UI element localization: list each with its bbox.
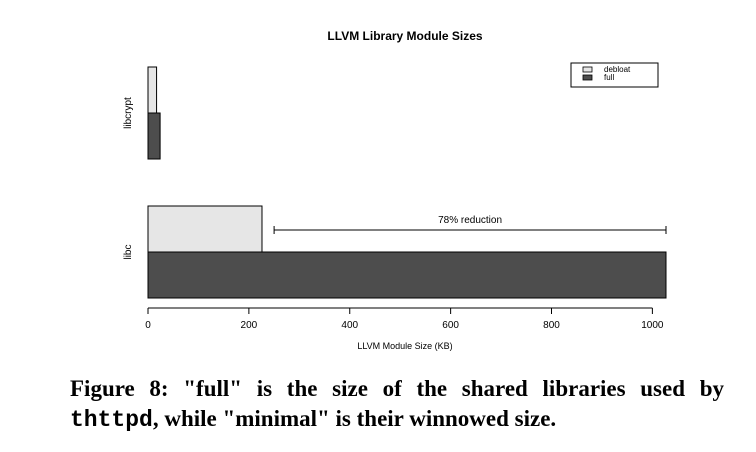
- x-tick-label-200: 200: [241, 320, 258, 331]
- x-axis-label: LLVM Module Size (KB): [357, 341, 452, 351]
- bars: [147, 66, 667, 299]
- x-tick-label-0: 0: [145, 320, 151, 331]
- x-tick-label-600: 600: [442, 320, 459, 331]
- category-labels: libc libcrypt: [123, 97, 134, 260]
- chart-title: LLVM Library Module Sizes: [327, 29, 482, 43]
- caption-code: thttpd: [70, 407, 153, 433]
- legend-label-full: full: [604, 73, 614, 82]
- annotation-label: 78% reduction: [438, 215, 502, 226]
- x-tick-label-1000: 1000: [641, 320, 664, 331]
- bar-libcrypt-debloat: [147, 66, 158, 114]
- bar-libcrypt-full: [147, 112, 161, 160]
- legend-swatch-debloat: [582, 66, 593, 73]
- bar-libc-debloat: [147, 205, 263, 253]
- caption-rest: , while "minimal" is their winnowed size…: [152, 406, 557, 431]
- category-label-libc: libc: [123, 244, 134, 259]
- category-label-libcrypt: libcrypt: [123, 97, 134, 129]
- figure-caption-line2: thttpd, while "minimal" is their winnowe…: [70, 404, 724, 435]
- legend-label-debloat: debloat: [604, 65, 631, 74]
- x-tick-label-800: 800: [543, 320, 560, 331]
- bar-libc-full: [147, 251, 667, 299]
- x-tick-label-400: 400: [341, 320, 358, 331]
- figure-caption-line1: Figure 8: "full" is the size of the shar…: [70, 376, 724, 401]
- x-axis: 0 200 400 600 800 1000: [145, 307, 664, 331]
- bar-chart: LLVM Library Module Sizes libc libcrypt 7…: [123, 29, 667, 351]
- legend-swatch-full: [582, 74, 593, 81]
- annotation: 78% reduction: [273, 215, 667, 234]
